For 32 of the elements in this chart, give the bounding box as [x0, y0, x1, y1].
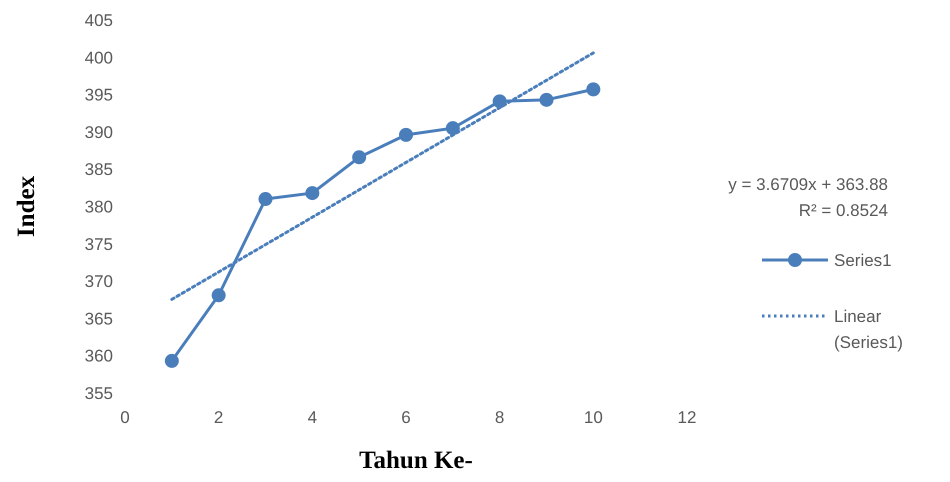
point: [305, 186, 320, 200]
x-tick-label: 8: [494, 408, 504, 427]
x-tick-label: 6: [401, 408, 411, 427]
y-axis-title: Index: [13, 175, 40, 238]
x-axis-title: Tahun Ke-: [359, 447, 473, 474]
point: [258, 192, 272, 206]
y-tick-label: 390: [84, 122, 113, 142]
legend-label: Series1: [834, 251, 892, 270]
point: [352, 150, 366, 164]
point: [212, 288, 226, 302]
y-tick-label: 400: [84, 48, 113, 68]
point: [399, 128, 413, 142]
point: [164, 354, 179, 368]
point: [586, 82, 600, 96]
point: [540, 92, 554, 107]
y-tick-label: 375: [84, 234, 113, 254]
y-tick-label: 395: [84, 86, 113, 105]
y-tick-label: 385: [84, 160, 113, 180]
x-tick-label: 0: [120, 408, 130, 427]
x-tick-label: 2: [214, 408, 224, 427]
y-tick-label: 405: [84, 10, 113, 30]
x-tick-label: 12: [678, 408, 696, 427]
y-tick-label: 380: [84, 197, 113, 216]
text: R² = 0.8524: [798, 201, 888, 220]
text: y = 3.6709x + 363.88: [728, 175, 888, 194]
x-tick-label: 4: [308, 408, 318, 427]
y-tick-label: 370: [84, 272, 113, 292]
legend-label: Linear (Series1): [834, 307, 903, 352]
y-tick-label: 355: [84, 384, 113, 403]
y-tick-label: 365: [84, 309, 113, 328]
y-tick-label: 360: [84, 346, 113, 366]
x-tick-label: 10: [584, 408, 603, 427]
